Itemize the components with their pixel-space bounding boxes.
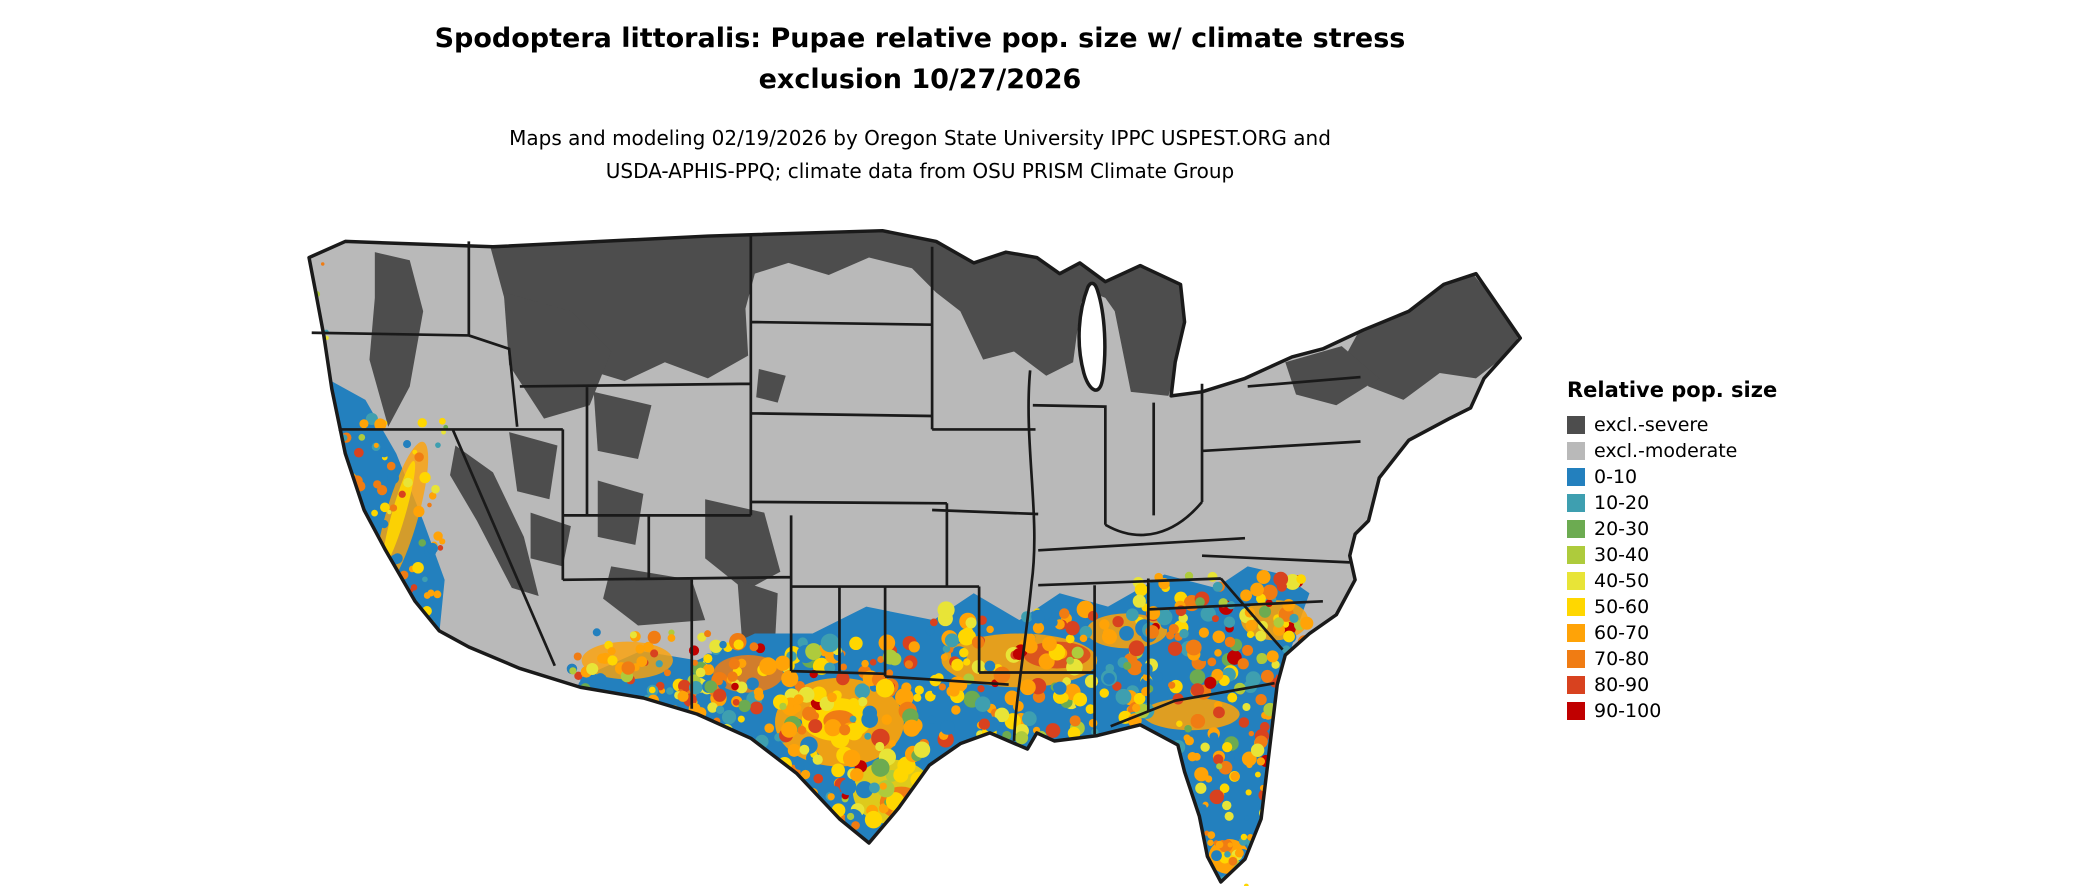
subtitle-line-2: USDA-APHIS-PPQ; climate data from OSU PR… bbox=[605, 159, 1235, 183]
legend-item: 80-90 bbox=[1567, 672, 1827, 698]
legend-item: 90-100 bbox=[1567, 698, 1827, 724]
legend-swatch bbox=[1567, 520, 1585, 538]
legend-label: excl.-moderate bbox=[1594, 440, 1738, 462]
legend-swatch bbox=[1567, 624, 1585, 642]
legend-swatch bbox=[1567, 546, 1585, 564]
map-base-moderate bbox=[309, 230, 1521, 882]
legend-swatch bbox=[1567, 572, 1585, 590]
legend-item: 0-10 bbox=[1567, 464, 1827, 490]
map-title: Spodoptera littoralis: Pupae relative po… bbox=[0, 18, 1840, 100]
florida-keys-specks bbox=[1228, 883, 1249, 892]
legend-label: 60-70 bbox=[1594, 622, 1650, 644]
legend-label: 80-90 bbox=[1594, 674, 1650, 696]
legend-label: 40-50 bbox=[1594, 570, 1650, 592]
legend-title: Relative pop. size bbox=[1567, 378, 1778, 402]
legend-item: excl.-severe bbox=[1567, 412, 1827, 438]
state-borders bbox=[311, 236, 1361, 742]
map-fill-layer bbox=[309, 230, 1521, 882]
legend-item: 50-60 bbox=[1567, 594, 1827, 620]
legend-label: 70-80 bbox=[1594, 648, 1650, 670]
us-distribution-map bbox=[305, 228, 1527, 892]
legend-swatch bbox=[1567, 442, 1585, 460]
legend-item: 30-40 bbox=[1567, 542, 1827, 568]
legend-item: excl.-moderate bbox=[1567, 438, 1827, 464]
legend-label: 10-20 bbox=[1594, 492, 1650, 514]
us-map-svg bbox=[307, 228, 1523, 892]
map-subtitle: Maps and modeling 02/19/2026 by Oregon S… bbox=[0, 122, 1840, 188]
legend-swatch bbox=[1567, 494, 1585, 512]
legend-label: excl.-severe bbox=[1594, 414, 1709, 436]
legend-swatch bbox=[1567, 468, 1585, 486]
legend-label: 20-30 bbox=[1594, 518, 1650, 540]
us-outline bbox=[307, 228, 1523, 884]
legend-swatch bbox=[1567, 650, 1585, 668]
legend-item: 60-70 bbox=[1567, 620, 1827, 646]
legend-item: 20-30 bbox=[1567, 516, 1827, 542]
legend-label: 90-100 bbox=[1594, 700, 1662, 722]
legend-item: 70-80 bbox=[1567, 646, 1827, 672]
legend-items: excl.-severe excl.-moderate 0-10 10-20 20-30… bbox=[1567, 412, 1827, 724]
legend-label: 30-40 bbox=[1594, 544, 1650, 566]
legend-item: 40-50 bbox=[1567, 568, 1827, 594]
legend-swatch bbox=[1567, 416, 1585, 434]
legend: Relative pop. size excl.-severe excl.-mod… bbox=[1567, 378, 1827, 724]
legend-label: 50-60 bbox=[1594, 596, 1650, 618]
subtitle-line-1: Maps and modeling 02/19/2026 by Oregon S… bbox=[509, 126, 1331, 150]
legend-label: 0-10 bbox=[1594, 466, 1638, 488]
legend-swatch bbox=[1567, 598, 1585, 616]
title-line-1: Spodoptera littoralis: Pupae relative po… bbox=[434, 23, 1406, 54]
title-line-2: exclusion 10/27/2026 bbox=[758, 64, 1082, 95]
legend-swatch bbox=[1567, 676, 1585, 694]
legend-swatch bbox=[1567, 702, 1585, 720]
legend-item: 10-20 bbox=[1567, 490, 1827, 516]
